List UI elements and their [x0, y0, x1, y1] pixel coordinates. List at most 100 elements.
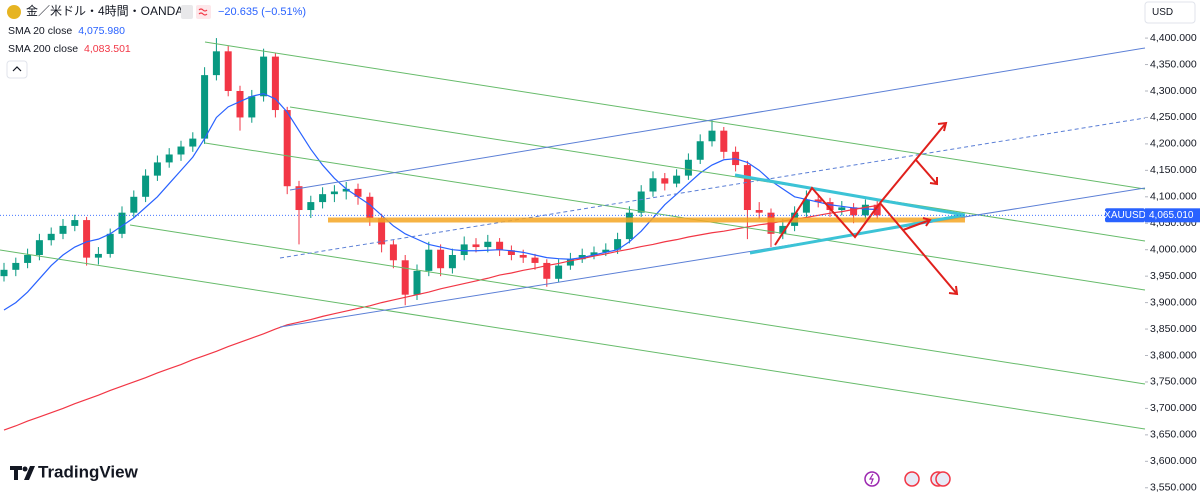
candle-body — [637, 191, 645, 213]
candle-body — [354, 188, 362, 197]
trend-line — [289, 47, 1146, 191]
brand-logo — [10, 466, 35, 480]
candle-body — [307, 202, 315, 211]
y-tick-label: 3,700.000 — [1150, 402, 1197, 414]
ticker-label: XAUUSD — [1104, 210, 1146, 221]
candle-body — [59, 225, 67, 234]
arrow-head — [922, 217, 932, 227]
candle-body — [283, 110, 291, 187]
y-tick-label: 3,750.000 — [1150, 376, 1197, 388]
arrow — [879, 122, 947, 204]
candle-body — [472, 244, 480, 248]
trend-line — [204, 142, 1146, 291]
candle-body — [47, 233, 55, 241]
candle-body — [661, 178, 669, 184]
candle-body — [260, 56, 268, 97]
candle-body — [507, 250, 515, 255]
zigzag — [774, 186, 881, 246]
candle-body — [614, 239, 622, 250]
change-label: −20.635 (−0.51%) — [218, 6, 306, 18]
candle-body — [673, 175, 681, 184]
candle-body — [212, 51, 220, 76]
candle-body — [755, 210, 763, 213]
y-tick-label: 3,600.000 — [1150, 455, 1197, 467]
candle-body — [861, 204, 869, 216]
triangle-line — [734, 173, 966, 217]
y-tick-label: 3,550.000 — [1150, 482, 1197, 492]
candle-body — [531, 257, 539, 263]
candle-body — [342, 188, 350, 192]
candle-body — [201, 75, 209, 139]
candle-body — [460, 244, 468, 255]
y-tick-label: 3,650.000 — [1150, 429, 1197, 441]
candle-body — [130, 196, 138, 213]
sma-line — [3, 93, 878, 311]
candle-body — [802, 199, 810, 213]
trend-line — [279, 187, 1146, 328]
arrow — [879, 202, 958, 295]
drawings — [0, 41, 1146, 430]
y-tick-label: 4,300.000 — [1150, 85, 1197, 97]
legend-value: 4,075.980 — [78, 25, 125, 37]
candle-body — [142, 175, 150, 197]
candle-body — [106, 233, 114, 254]
trend-line — [289, 106, 1146, 242]
candle-body — [448, 254, 456, 269]
trend-line — [129, 224, 1146, 385]
candle-body — [236, 90, 244, 118]
candle-body — [165, 154, 173, 163]
candle-body — [271, 56, 279, 111]
legend-name: SMA 20 close — [8, 25, 72, 37]
compare-button[interactable] — [196, 5, 211, 19]
currency-label: USD — [1152, 7, 1173, 18]
candle-body — [153, 162, 161, 176]
collapse-button[interactable] — [6, 60, 28, 79]
candle-body — [319, 194, 327, 203]
candle-body — [684, 159, 692, 176]
y-tick-label: 4,150.000 — [1150, 164, 1197, 176]
candle-body — [625, 212, 633, 240]
event-icon-bolt — [868, 473, 874, 485]
y-tick-label: 4,100.000 — [1150, 191, 1197, 203]
brand-logo-dot — [22, 466, 28, 472]
candle-body — [720, 130, 728, 152]
overlay-layer: 3,550.000 3,600.000 3,650.000 3,700.000 3,75… — [0, 25, 1200, 492]
trend-line — [279, 117, 1146, 259]
y-tick-label: 3,950.000 — [1150, 270, 1197, 282]
candle-body — [696, 141, 704, 160]
arrow — [915, 159, 938, 185]
event-icon[interactable] — [904, 471, 920, 487]
price-label: 4,065.010 — [1149, 210, 1194, 221]
candle-body — [12, 262, 20, 270]
arrow — [902, 219, 931, 231]
candle-body — [389, 244, 397, 261]
candle-body — [0, 269, 8, 277]
y-tick-label: 3,850.000 — [1150, 323, 1197, 335]
candle-body — [94, 253, 102, 258]
symbol-title: 金／米ドル・4時間・OANDA — [26, 3, 183, 18]
trend-line — [204, 41, 1146, 190]
candle-body — [437, 249, 445, 269]
candle-body — [814, 199, 822, 203]
y-tick-label: 4,200.000 — [1150, 138, 1197, 150]
candle-body — [24, 254, 32, 263]
candle-body — [519, 254, 527, 258]
candle-body — [330, 191, 338, 195]
candle-body — [649, 178, 657, 192]
event-icon[interactable] — [935, 471, 951, 487]
trend-line — [0, 249, 1146, 430]
candle-body — [590, 252, 598, 255]
candle-body — [248, 96, 256, 118]
candle-body — [743, 165, 751, 211]
symbol-icon — [7, 5, 21, 19]
candle-body — [224, 51, 232, 91]
currency-box[interactable] — [1144, 1, 1196, 24]
candle-body — [779, 225, 787, 234]
legend-name: SMA 200 close — [8, 43, 78, 55]
candle-body — [484, 241, 492, 248]
candle-body — [708, 130, 716, 142]
brand-name: TradingView — [38, 462, 139, 481]
candle-body — [413, 270, 421, 295]
candle-body — [555, 265, 563, 279]
